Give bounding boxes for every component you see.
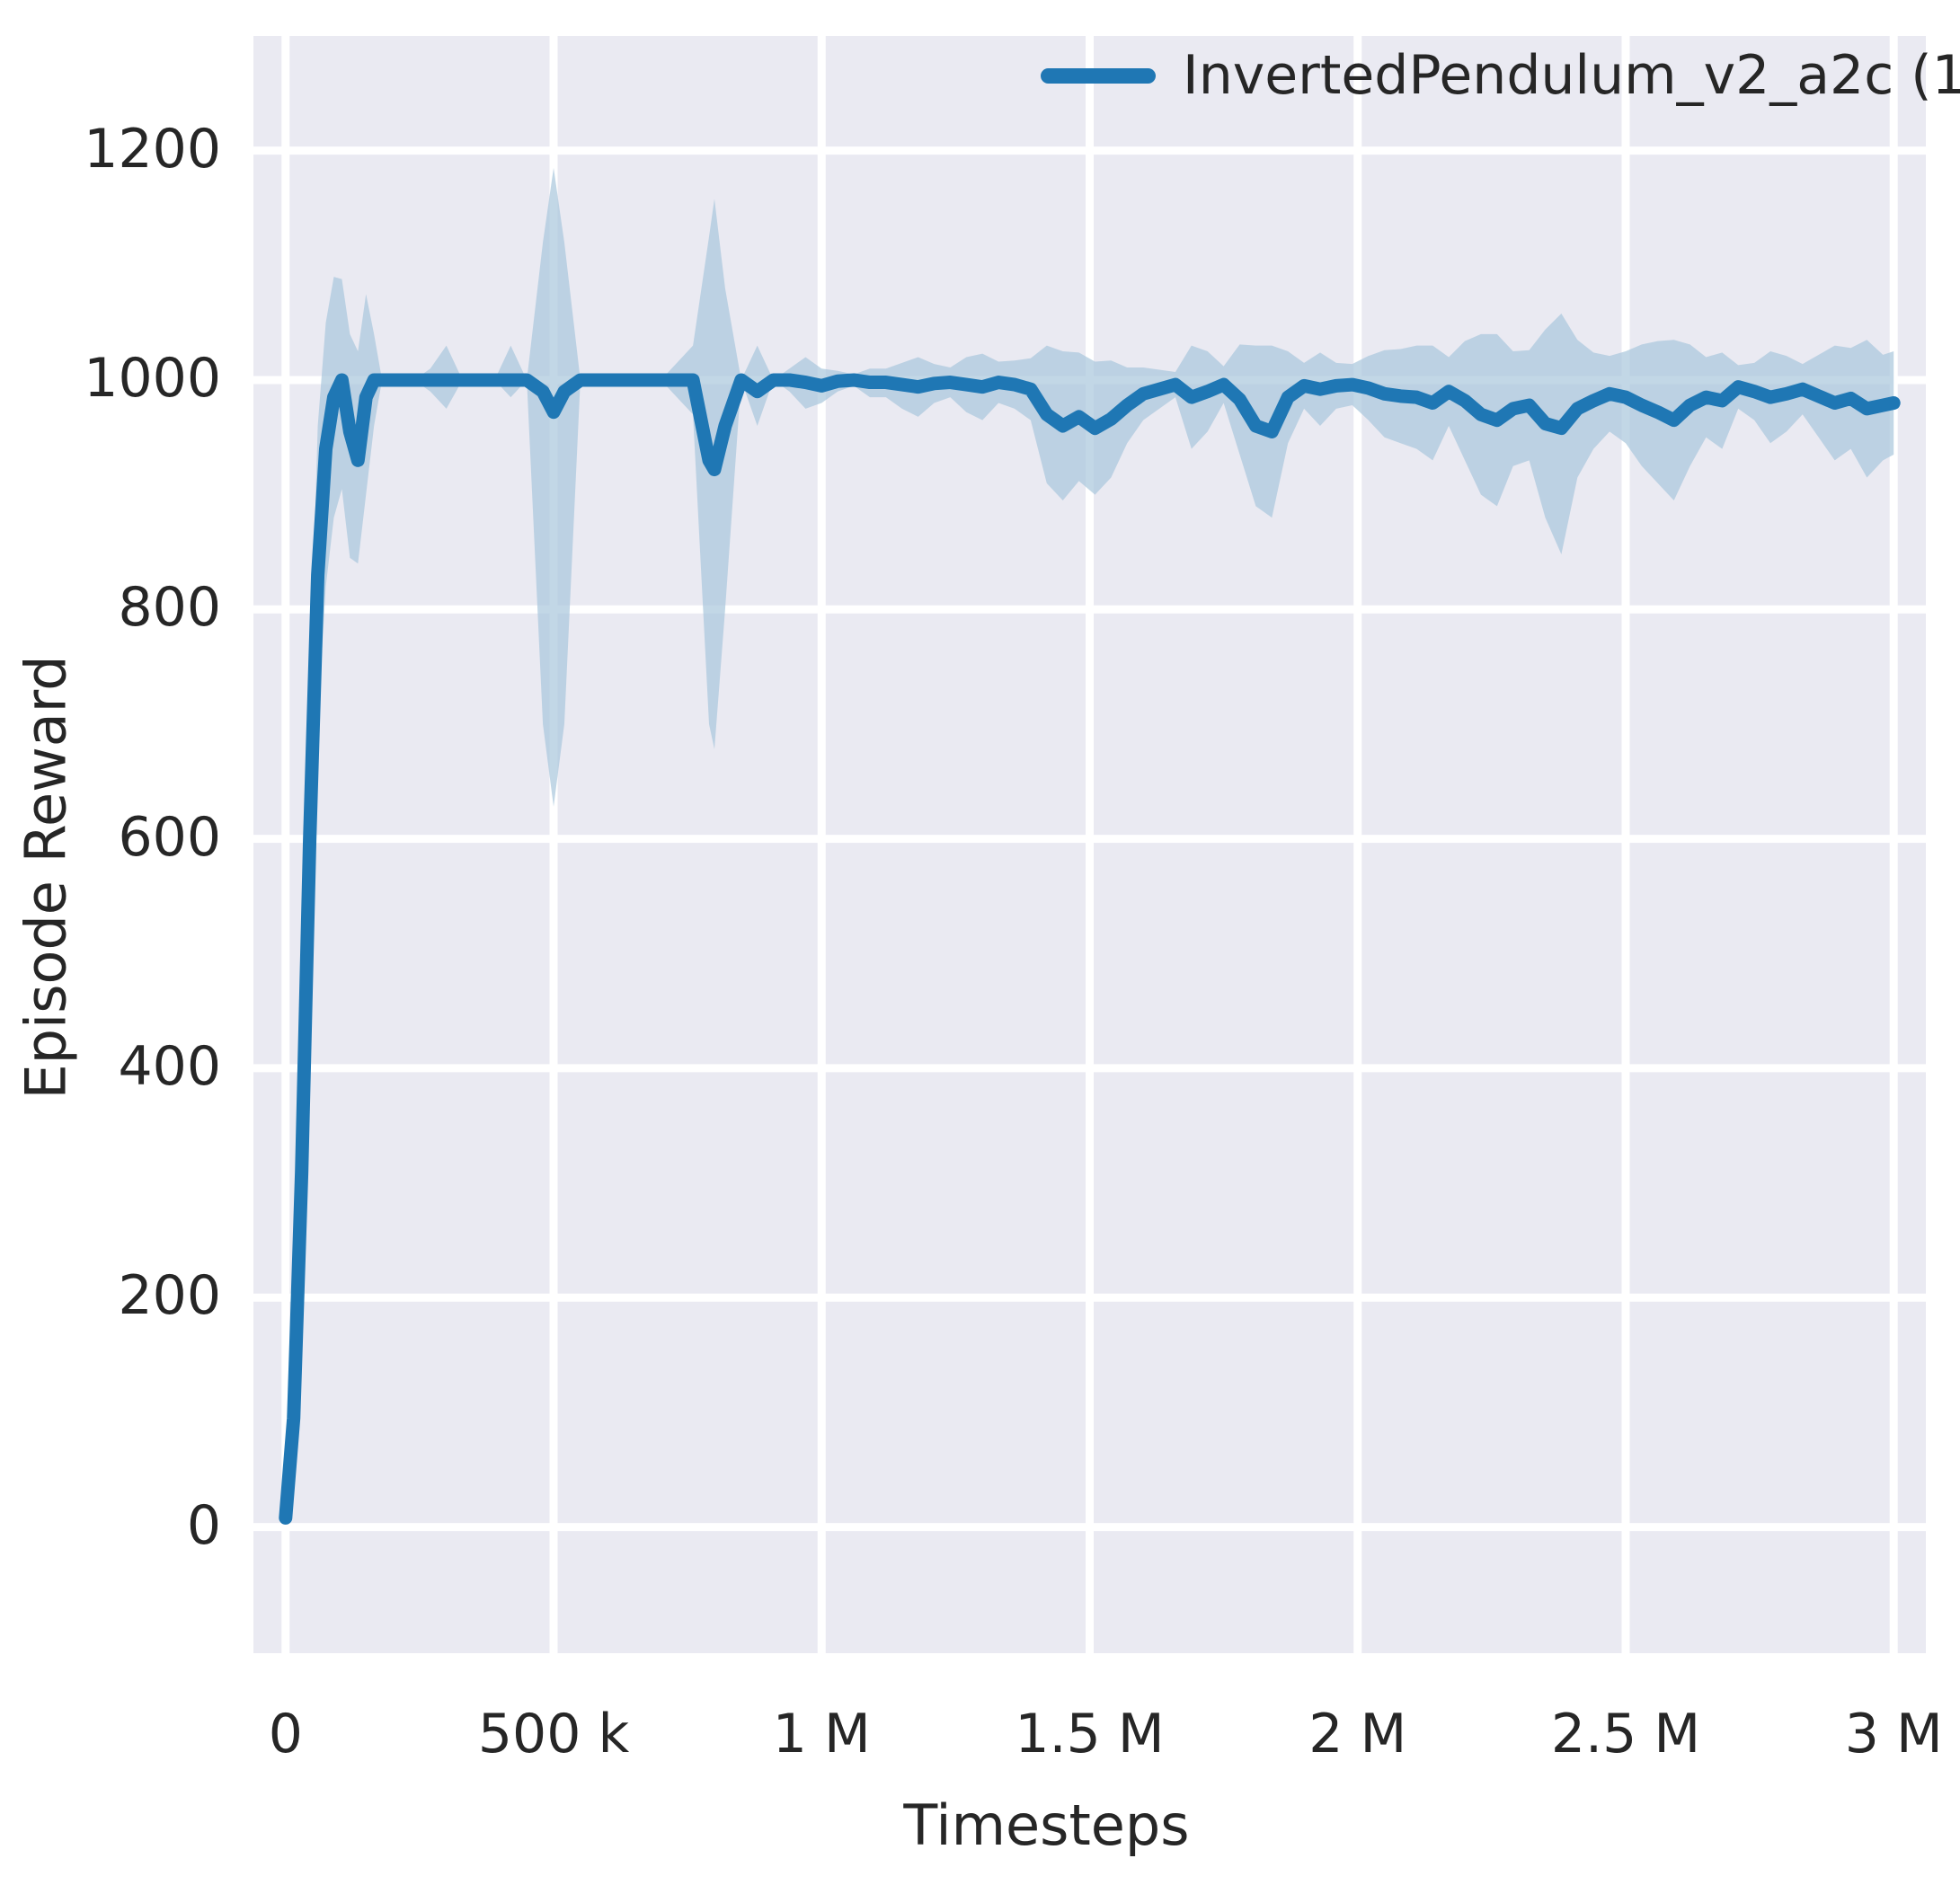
plot-canvas <box>253 36 1926 1653</box>
x-tick-label: 2 M <box>1308 1703 1407 1766</box>
x-tick-label: 500 k <box>477 1703 630 1766</box>
x-tick-label: 0 <box>268 1703 303 1766</box>
x-axis-label: Timesteps <box>0 1792 1960 1858</box>
x-axis-label-text: Timesteps <box>903 1792 1190 1858</box>
legend: InvertedPendulum_v2_a2c (10) <box>1032 43 1960 108</box>
y-tick-label: 800 <box>118 576 221 640</box>
y-tick-label: 1000 <box>84 346 221 410</box>
x-tick-label: 1.5 M <box>1015 1703 1165 1766</box>
y-tick-label: 200 <box>118 1264 221 1328</box>
y-tick-label: 1200 <box>84 117 221 181</box>
plot-area <box>253 36 1926 1653</box>
legend-color-swatch <box>1041 67 1156 84</box>
y-axis-label: Episode Reward <box>13 655 79 1100</box>
mean-line <box>286 380 1893 1518</box>
y-tick-label: 400 <box>118 1034 221 1098</box>
y-tick-label: 600 <box>118 805 221 869</box>
x-tick-label: 1 M <box>772 1703 871 1766</box>
confidence-band <box>285 167 1894 1526</box>
y-tick-label: 0 <box>186 1493 221 1557</box>
legend-entry-label: InvertedPendulum_v2_a2c (10) <box>1183 44 1960 107</box>
x-tick-label: 2.5 M <box>1550 1703 1701 1766</box>
gridlines <box>253 36 1926 1653</box>
x-tick-label: 3 M <box>1844 1703 1943 1766</box>
